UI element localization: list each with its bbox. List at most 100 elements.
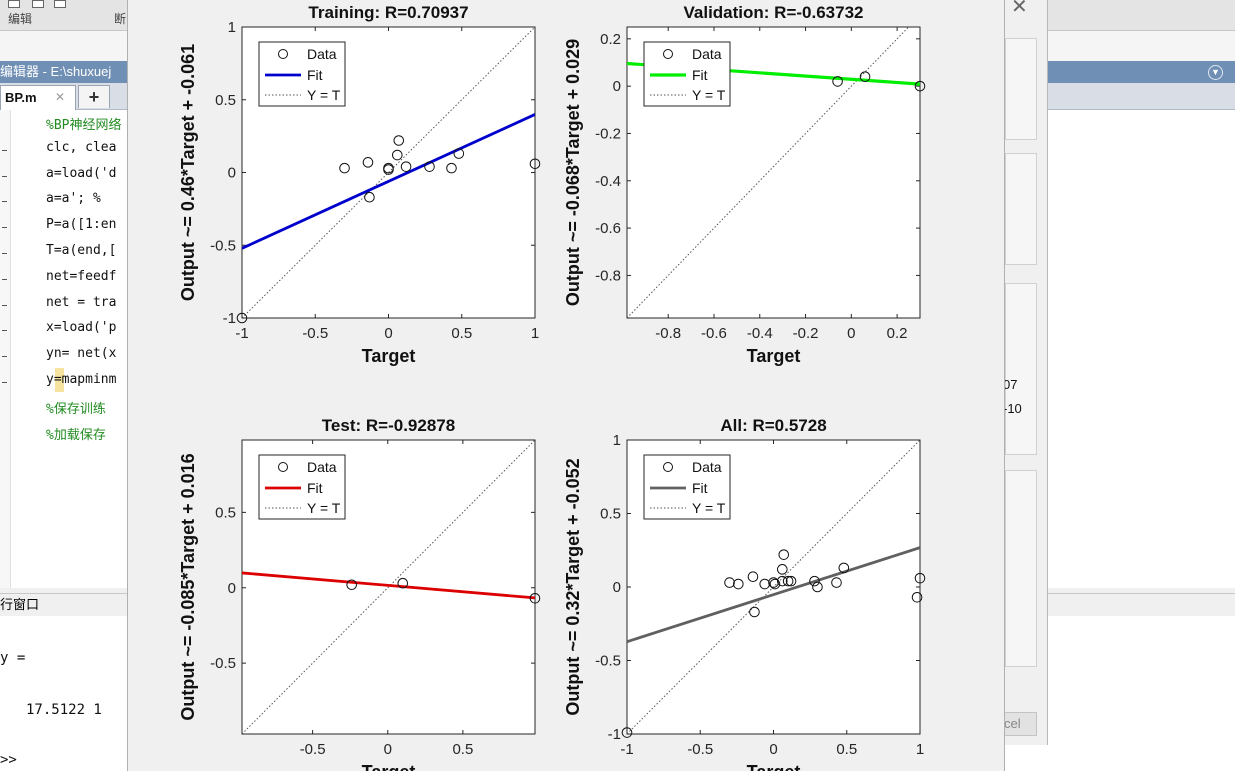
code-line: net=feedf (46, 268, 117, 284)
plus-icon[interactable]: + (78, 85, 110, 108)
legend-label: Fit (692, 67, 708, 83)
y-tick-label: 0 (613, 78, 621, 95)
command-window-title: 行窗口 (0, 597, 40, 612)
regression-plot-test: -0.5 0 0.5 -0.5 0 0.5 Test: R=-0.92878 Target Ou… (178, 416, 541, 771)
toolstrip-icon[interactable] (8, 0, 20, 8)
panel-box (1005, 38, 1037, 140)
collapse-icon[interactable]: ▼ (1208, 65, 1223, 80)
cmd-prompt[interactable]: >> (0, 752, 17, 768)
code-line: T=a(end,[ (46, 243, 117, 258)
legend-label: Fit (692, 480, 708, 496)
y-tick-label: -0.8 (595, 267, 621, 284)
y-tick-label: 0.5 (600, 506, 621, 523)
fit-line (627, 546, 920, 644)
editor-tab-bp[interactable]: BP.m ✕ (0, 85, 76, 110)
data-point (362, 157, 374, 168)
code-line: y=mapminm (46, 372, 117, 387)
line-marker (2, 175, 7, 177)
data-point (832, 76, 843, 87)
y-axis-label: Output ~= -0.068*Target + 0.029 (563, 39, 583, 306)
plot-title: Training: R=0.70937 (308, 3, 468, 22)
x-tick-label: 0 (384, 325, 392, 342)
code-line: a=a'; % (46, 191, 101, 207)
close-icon[interactable]: ✕ (1011, 0, 1028, 18)
x-tick-label: 1 (916, 741, 924, 758)
x-tick-label: 0 (769, 741, 777, 758)
plot-legend: Data Fit Y = T (258, 41, 346, 107)
line-marker (2, 278, 7, 280)
y-tick-label: 0.5 (215, 92, 236, 109)
y-tick-label: -0.5 (595, 653, 621, 670)
data-point (747, 571, 759, 583)
plot-legend: Data Fit Y = T (643, 454, 731, 520)
code-line: yn= net(x (46, 346, 117, 362)
legend-label: Data (307, 459, 337, 475)
x-tick-label: -0.2 (793, 325, 819, 342)
identity-line (242, 27, 535, 318)
identity-line (242, 440, 535, 734)
x-tick-label: 0 (384, 741, 392, 758)
plot-data-area (242, 440, 535, 734)
legend-label: Y = T (692, 500, 726, 516)
y-tick-label: 0.5 (215, 504, 236, 521)
y-axis-label: Output ~= 0.32*Target + -0.052 (563, 458, 583, 715)
data-point (391, 149, 403, 161)
close-icon[interactable]: ✕ (55, 90, 66, 104)
data-point (400, 161, 412, 172)
legend-data-marker (278, 462, 288, 472)
x-tick-label: -0.4 (747, 325, 773, 342)
legend-label: Data (692, 459, 722, 475)
toolstrip-icon[interactable] (32, 0, 44, 8)
legend-label: Data (692, 46, 722, 62)
data-point (914, 80, 926, 92)
legend-label: Fit (307, 67, 323, 83)
line-marker (2, 149, 7, 151)
data-point (769, 578, 781, 590)
data-point (911, 591, 923, 603)
data-point (812, 581, 823, 593)
legend-label: Fit (307, 480, 323, 496)
y-tick-label: -0.6 (595, 220, 621, 237)
data-point (393, 135, 405, 146)
regression-plot-validation: -0.8 -0.6 -0.4 -0.2 0 0.2 -0.8 -0.6 -0.4 -0.2 0 0.2… (563, 3, 926, 366)
y-tick-label: 1 (228, 19, 236, 36)
cancel-button[interactable]: cel (1003, 712, 1037, 736)
toolstrip-tab-breakpoint[interactable]: 断 (114, 12, 127, 26)
line-marker (2, 304, 7, 306)
regression-plot-all: -1 -0.5 0 0.5 1 -1 -0.5 0 0.5 1 All: R=0.5728 Targe… (563, 416, 926, 771)
x-tick-label: 0.5 (452, 741, 473, 758)
x-tick-label: -0.5 (300, 741, 326, 758)
y-tick-label: -0.2 (595, 125, 621, 142)
cmd-output-line: y = (0, 650, 26, 666)
data-point (859, 71, 871, 82)
data-point (749, 606, 760, 618)
data-point (759, 578, 771, 590)
plot-title: Test: R=-0.92878 (322, 416, 455, 435)
code-line: P=a([1:en (46, 217, 117, 233)
cmd-output-line: 17.5122 1 (26, 702, 102, 718)
data-point (529, 593, 541, 604)
data-point (776, 564, 788, 575)
line-marker (2, 330, 7, 332)
code-line: net = tra (46, 294, 117, 310)
y-axis-label: Output ~= -0.085*Target + 0.016 (178, 453, 198, 720)
line-marker (2, 201, 7, 203)
toolstrip-icon[interactable] (54, 0, 66, 8)
x-tick-label: -1 (620, 741, 633, 758)
y-tick-label: -0.5 (210, 237, 236, 254)
x-tick-label: 0.5 (836, 741, 857, 758)
editor-title: 编辑器 - E:\shuxuej (0, 64, 112, 79)
x-tick-label: -0.5 (302, 325, 328, 342)
data-point (529, 158, 541, 170)
plot-data-area (242, 27, 535, 318)
x-tick-label: -1 (235, 325, 248, 342)
data-point (831, 577, 842, 588)
y-tick-label: 0 (228, 165, 236, 182)
y-tick-label: -0.4 (595, 173, 621, 190)
y-tick-label: -0.5 (210, 655, 236, 672)
toolstrip-tab-edit[interactable]: 编辑 (8, 12, 33, 26)
data-point (397, 577, 409, 589)
plot-title: All: R=0.5728 (720, 416, 826, 435)
data-point (621, 727, 633, 738)
code-line: a=load('d (46, 165, 117, 181)
